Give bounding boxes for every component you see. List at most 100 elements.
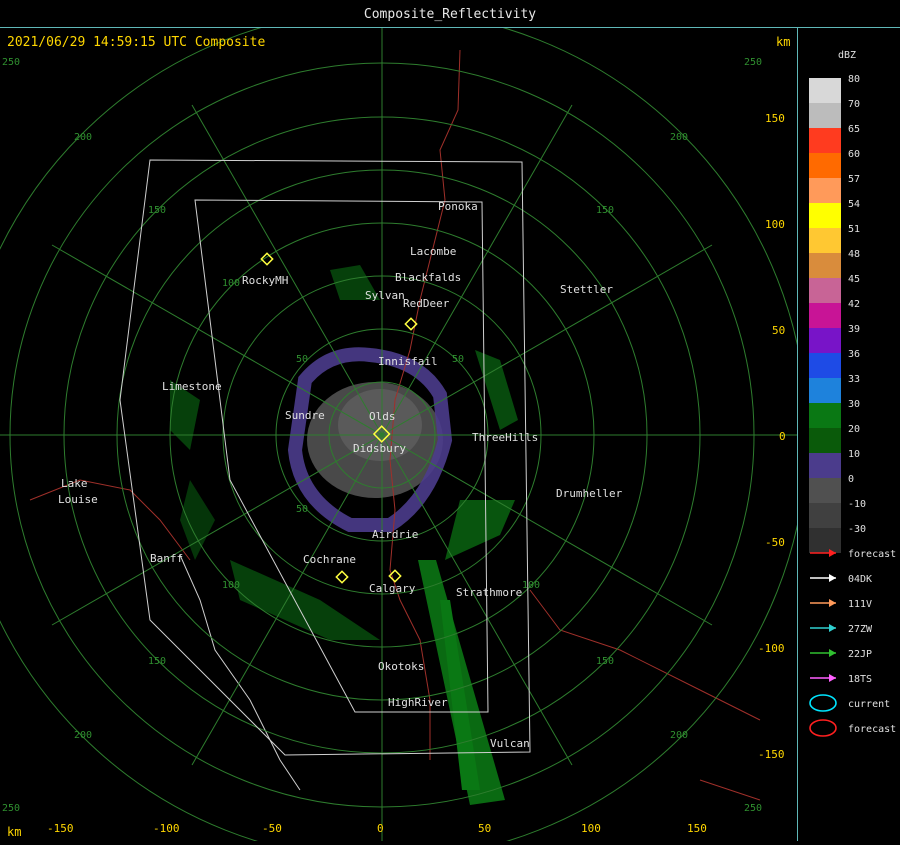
- ring-label: 100: [222, 278, 240, 289]
- legend-swatch: [809, 528, 841, 553]
- track-label: 111V: [848, 599, 872, 610]
- ring-label: 250: [744, 803, 762, 814]
- city-label: RedDeer: [403, 297, 450, 310]
- legend-value-label: 20: [848, 424, 860, 435]
- legend-swatch: [809, 128, 841, 153]
- track-label: current: [848, 699, 890, 710]
- legend-swatch: [809, 203, 841, 228]
- city-label: Louise: [58, 493, 98, 506]
- legend-value-label: 65: [848, 124, 860, 135]
- ring-label: 200: [74, 730, 92, 741]
- legend-swatch: [809, 353, 841, 378]
- ring-label: 200: [74, 132, 92, 143]
- legend-value-label: -10: [848, 499, 866, 510]
- city-label: Didsbury: [353, 442, 406, 455]
- legend-value-label: 48: [848, 249, 860, 260]
- radar-map[interactable]: 50 50 50 100 100 100 150 150 150 150 200…: [0, 28, 798, 841]
- legend-swatch: [809, 178, 841, 203]
- legend-swatch: [809, 278, 841, 303]
- arrowhead-icon: [829, 549, 836, 557]
- city-label: Stettler: [560, 283, 613, 296]
- ring-label: 50: [296, 354, 308, 365]
- legend-swatch: [809, 103, 841, 128]
- city-label: ThreeHills: [472, 431, 538, 444]
- legend-swatch: [809, 253, 841, 278]
- ring-label: 150: [596, 656, 614, 667]
- track-label: 04DK: [848, 574, 872, 585]
- city-label: Lake: [61, 477, 88, 490]
- city-label: Ponoka: [438, 200, 478, 213]
- ring-label: 200: [670, 730, 688, 741]
- echo-bands: [170, 265, 518, 805]
- legend-value-label: 70: [848, 99, 860, 110]
- scan-timestamp: 2021/06/29 14:59:15 UTC Composite: [7, 35, 266, 50]
- legend-swatch: [809, 428, 841, 453]
- legend-value-label: 0: [848, 474, 854, 485]
- legend-swatch: [809, 403, 841, 428]
- legend-swatch: [809, 503, 841, 528]
- legend-value-label: 36: [848, 349, 860, 360]
- track-label: 27ZW: [848, 624, 873, 635]
- legend-value-label: 45: [848, 274, 860, 285]
- window-title: Composite_Reflectivity: [363, 7, 537, 22]
- range-spokes: [0, 28, 797, 841]
- ring-label: 100: [522, 580, 540, 591]
- city-label: HighRiver: [388, 696, 448, 709]
- legend-swatch: [809, 328, 841, 353]
- legend-panel: dBZ 80 70 65 60 57 54 51 48 45 42 39 36 33 30 20 10 0 -10…: [799, 28, 900, 841]
- ring-label: 50: [296, 504, 308, 515]
- ring-label: 250: [744, 57, 762, 68]
- arrowhead-icon: [829, 574, 836, 582]
- city-label: Vulcan: [490, 737, 530, 750]
- city-label: Airdrie: [372, 528, 418, 541]
- legend-value-label: 42: [848, 299, 860, 310]
- ring-label: 150: [148, 205, 166, 216]
- arrowhead-icon: [829, 624, 836, 632]
- city-label: Okotoks: [378, 660, 424, 673]
- echo-light: [287, 347, 453, 532]
- city-label: Innisfail: [378, 355, 438, 368]
- city-label: Banff: [150, 552, 183, 565]
- boundaries: [29, 49, 761, 801]
- city-label: Olds: [369, 410, 396, 423]
- city-label: RockyMH: [242, 274, 288, 287]
- echo-core-inner: [338, 389, 422, 461]
- legend-swatch: [809, 78, 841, 103]
- ring-label: 150: [596, 205, 614, 216]
- city-label: Lacombe: [410, 245, 456, 258]
- legend-value-label: 33: [848, 374, 860, 385]
- ring-label: 250: [2, 57, 20, 68]
- city-label: Drumheller: [556, 487, 623, 500]
- km-unit-label: km: [776, 35, 791, 49]
- legend-value-label: -30: [848, 524, 866, 535]
- legend-swatch: [809, 228, 841, 253]
- track-label: forecast: [848, 549, 896, 560]
- ring-label: 200: [670, 132, 688, 143]
- city-label: Strathmore: [456, 586, 522, 599]
- legend-value-label: 10: [848, 449, 860, 460]
- legend-swatch: [809, 453, 841, 478]
- ring-label: 250: [2, 803, 20, 814]
- city-label: Sylvan: [365, 289, 405, 302]
- legend-swatch: [809, 378, 841, 403]
- legend-unit: dBZ: [838, 50, 856, 61]
- legend-value-label: 57: [848, 174, 860, 185]
- legend-swatch: [809, 153, 841, 178]
- provincial-line: [179, 554, 301, 791]
- arrowhead-icon: [829, 649, 836, 657]
- track-label: 18TS: [848, 674, 872, 685]
- arrowhead-icon: [829, 674, 836, 682]
- cell-ellipse-icon: [809, 719, 837, 737]
- ring-label: 150: [148, 656, 166, 667]
- range-rings: [0, 28, 797, 841]
- city-label: Limestone: [162, 380, 222, 393]
- legend-value-label: 30: [848, 399, 860, 410]
- radar-site-icon[interactable]: [372, 425, 391, 443]
- storm-marker-icon[interactable]: [260, 252, 418, 584]
- cell-ellipse-icon: [809, 694, 837, 712]
- ring-label: 50: [452, 354, 464, 365]
- legend-value-label: 80: [848, 74, 860, 85]
- legend-value-label: 60: [848, 149, 860, 160]
- city-label: Blackfalds: [395, 271, 461, 284]
- track-label: forecast: [848, 724, 896, 735]
